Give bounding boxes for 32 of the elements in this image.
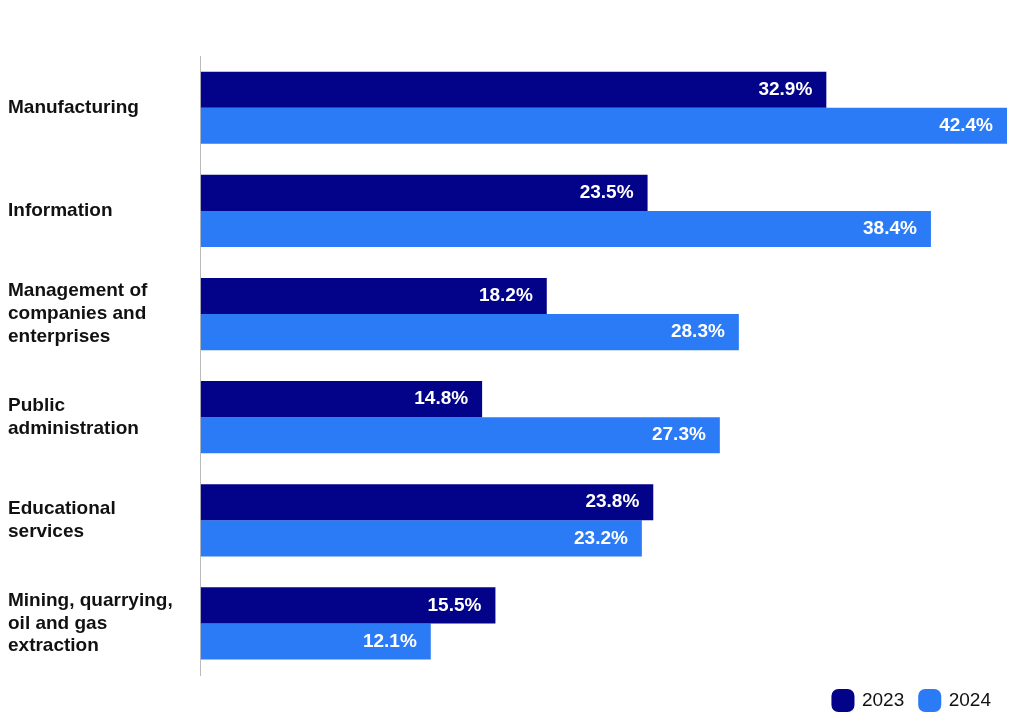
data-label: 14.8%: [414, 387, 469, 409]
legend-label: 2023: [861, 688, 905, 710]
bar: [200, 71, 827, 108]
data-label: 15.5%: [427, 593, 482, 615]
y-tick-label: Mining, quarrying, oil and gas extraction: [8, 588, 173, 656]
y-tick-label: Management of companies and enterprises: [8, 279, 149, 347]
data-label: 38.4%: [863, 217, 918, 239]
data-label: 18.2%: [478, 284, 533, 306]
y-tick-label: Manufacturing: [8, 96, 139, 117]
bar: [200, 623, 431, 660]
bar: [200, 381, 483, 418]
y-tick-label: Information: [8, 199, 113, 221]
bar: [200, 520, 642, 557]
data-label: 23.5%: [579, 181, 634, 203]
bar: [200, 484, 654, 521]
data-label: 23.8%: [585, 490, 640, 512]
bar: [200, 314, 739, 351]
bar: [200, 107, 1007, 144]
data-label: 27.3%: [651, 423, 706, 445]
data-label: 12.1%: [362, 629, 417, 651]
data-label: 28.3%: [670, 320, 725, 342]
data-label: 23.2%: [573, 526, 628, 548]
data-label: 42.4%: [939, 114, 994, 136]
bar: [200, 417, 720, 454]
data-label: 32.9%: [758, 77, 813, 99]
y-tick-label: Public administration: [8, 394, 139, 438]
bar: [200, 587, 496, 624]
bar: [200, 277, 547, 315]
y-tick-label: Educational services: [8, 497, 116, 541]
legend-label: 2024: [948, 688, 992, 710]
bar: [200, 210, 931, 247]
bar: [200, 174, 648, 211]
